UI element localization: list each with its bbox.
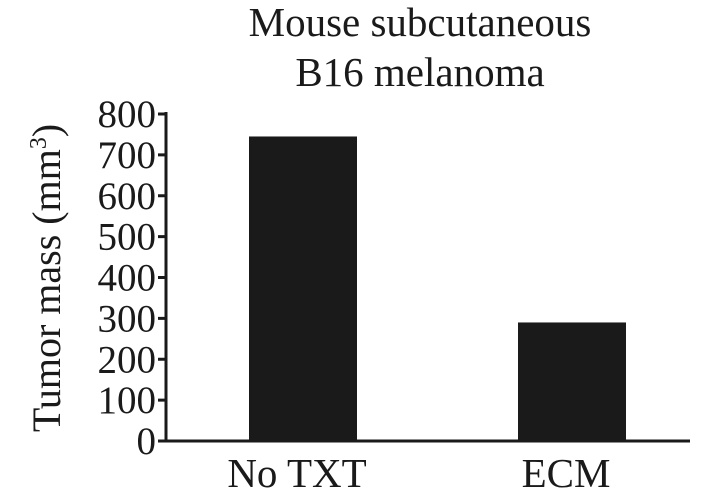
y-axis-label: Tumor mass (mm3) [24, 124, 69, 432]
y-tick-label-8: 800 [98, 93, 157, 136]
y-tick-label-6: 600 [98, 175, 157, 218]
bars [249, 136, 626, 441]
bar-1 [518, 322, 626, 441]
x-category-label-0: No TXT [227, 450, 366, 493]
y-tick-label-4: 400 [98, 257, 157, 300]
y-tick-label-2: 200 [98, 338, 157, 381]
y-tick-label-0: 0 [137, 420, 157, 463]
chart-title-line-1: Mouse subcutaneous [249, 0, 592, 45]
y-tick-label-5: 500 [98, 216, 157, 259]
chart-title-line-2: B16 melanoma [295, 49, 544, 95]
x-axis-category-labels: No TXT ECM [227, 450, 610, 493]
y-tick-label-1: 100 [98, 379, 157, 422]
y-tick-label-3: 300 [98, 297, 157, 340]
bar-0 [249, 136, 357, 441]
x-category-label-1: ECM [522, 450, 611, 493]
y-tick-label-7: 700 [98, 134, 157, 177]
